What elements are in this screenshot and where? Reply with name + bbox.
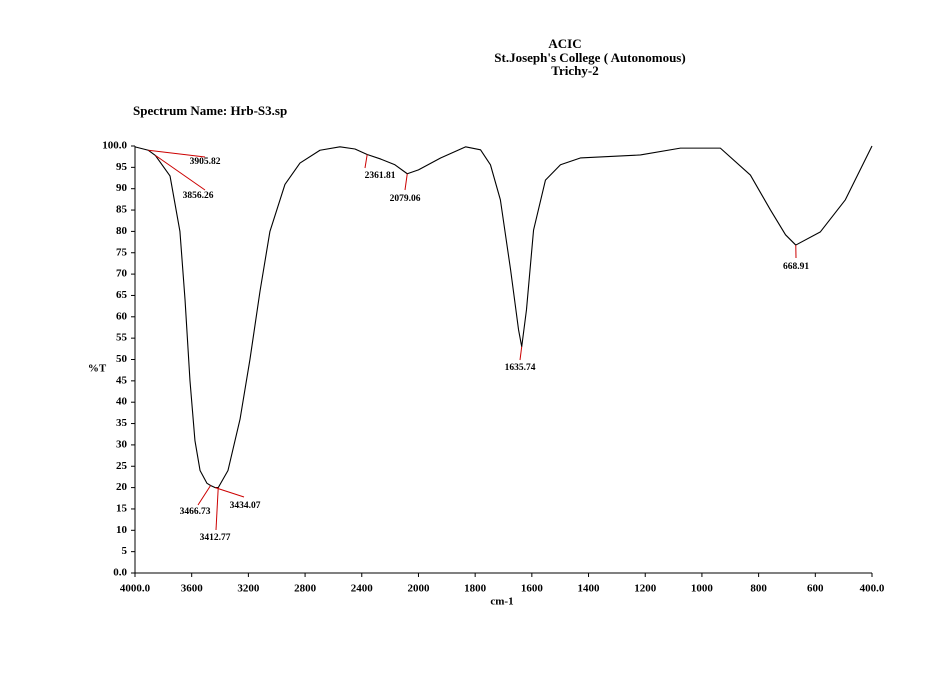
x-tick-label: 2000: [407, 583, 430, 595]
y-tick-label: 85: [116, 204, 128, 216]
x-tick-label: 1000: [691, 583, 714, 595]
y-tick-label: 80: [116, 225, 128, 237]
peak-leader: [216, 488, 218, 530]
peak-leader: [405, 174, 407, 190]
spectrum-name: Spectrum Name: Hrb-S3.sp: [133, 103, 287, 118]
y-tick-label: 40: [116, 396, 128, 408]
peak-label: 3905.82: [190, 157, 221, 167]
peak-leader: [365, 155, 367, 168]
y-tick-label: 35: [116, 417, 128, 429]
y-tick-label: 90: [116, 182, 128, 194]
peak-leader: [520, 347, 522, 360]
y-tick-label: 20: [116, 481, 128, 493]
y-tick-label: 15: [116, 502, 128, 514]
y-axis-label: %T: [88, 363, 107, 375]
y-tick-label: 45: [116, 374, 128, 386]
peak-leader: [215, 488, 244, 497]
x-tick-label: 4000.0: [120, 583, 151, 595]
y-tick-label: 75: [116, 246, 128, 258]
title-line: Trichy-2: [551, 63, 598, 78]
x-tick-label: 1800: [464, 583, 487, 595]
y-tick-label: 65: [116, 289, 128, 301]
peak-leader: [198, 485, 211, 505]
y-tick-label: 25: [116, 460, 128, 472]
spectrum-line: [135, 146, 872, 488]
x-tick-label: 800: [750, 583, 767, 595]
x-tick-label: 1600: [521, 583, 544, 595]
x-tick-label: 400.0: [860, 583, 885, 595]
y-tick-label: 50: [116, 353, 128, 365]
x-tick-label: 600: [807, 583, 824, 595]
peak-label: 3466.73: [180, 507, 211, 517]
x-tick-label: 1200: [634, 583, 657, 595]
x-tick-label: 3600: [181, 583, 204, 595]
peak-label: 1635.74: [505, 363, 536, 373]
x-axis-label: cm-1: [490, 596, 513, 608]
peak-label: 3434.07: [230, 501, 261, 511]
x-tick-label: 1400: [578, 583, 601, 595]
x-tick-label: 2400: [351, 583, 374, 595]
peak-label: 668.91: [783, 262, 809, 272]
y-tick-label: 5: [122, 545, 128, 557]
y-tick-label: 30: [116, 438, 128, 450]
y-tick-label: 70: [116, 268, 128, 280]
y-tick-label: 55: [116, 332, 128, 344]
y-tick-label: 60: [116, 310, 128, 322]
y-tick-label: 0.0: [113, 567, 127, 579]
peak-label: 3856.26: [183, 191, 214, 201]
title-line: ACIC: [548, 36, 581, 51]
y-tick-label: 10: [116, 524, 128, 536]
x-tick-label: 2800: [294, 583, 317, 595]
y-tick-label: 100.0: [102, 140, 127, 152]
peak-label: 2361.81: [365, 171, 396, 181]
x-tick-label: 3200: [237, 583, 260, 595]
peak-label: 2079.06: [390, 194, 421, 204]
peak-label: 3412.77: [200, 533, 231, 543]
y-tick-label: 95: [116, 161, 128, 173]
